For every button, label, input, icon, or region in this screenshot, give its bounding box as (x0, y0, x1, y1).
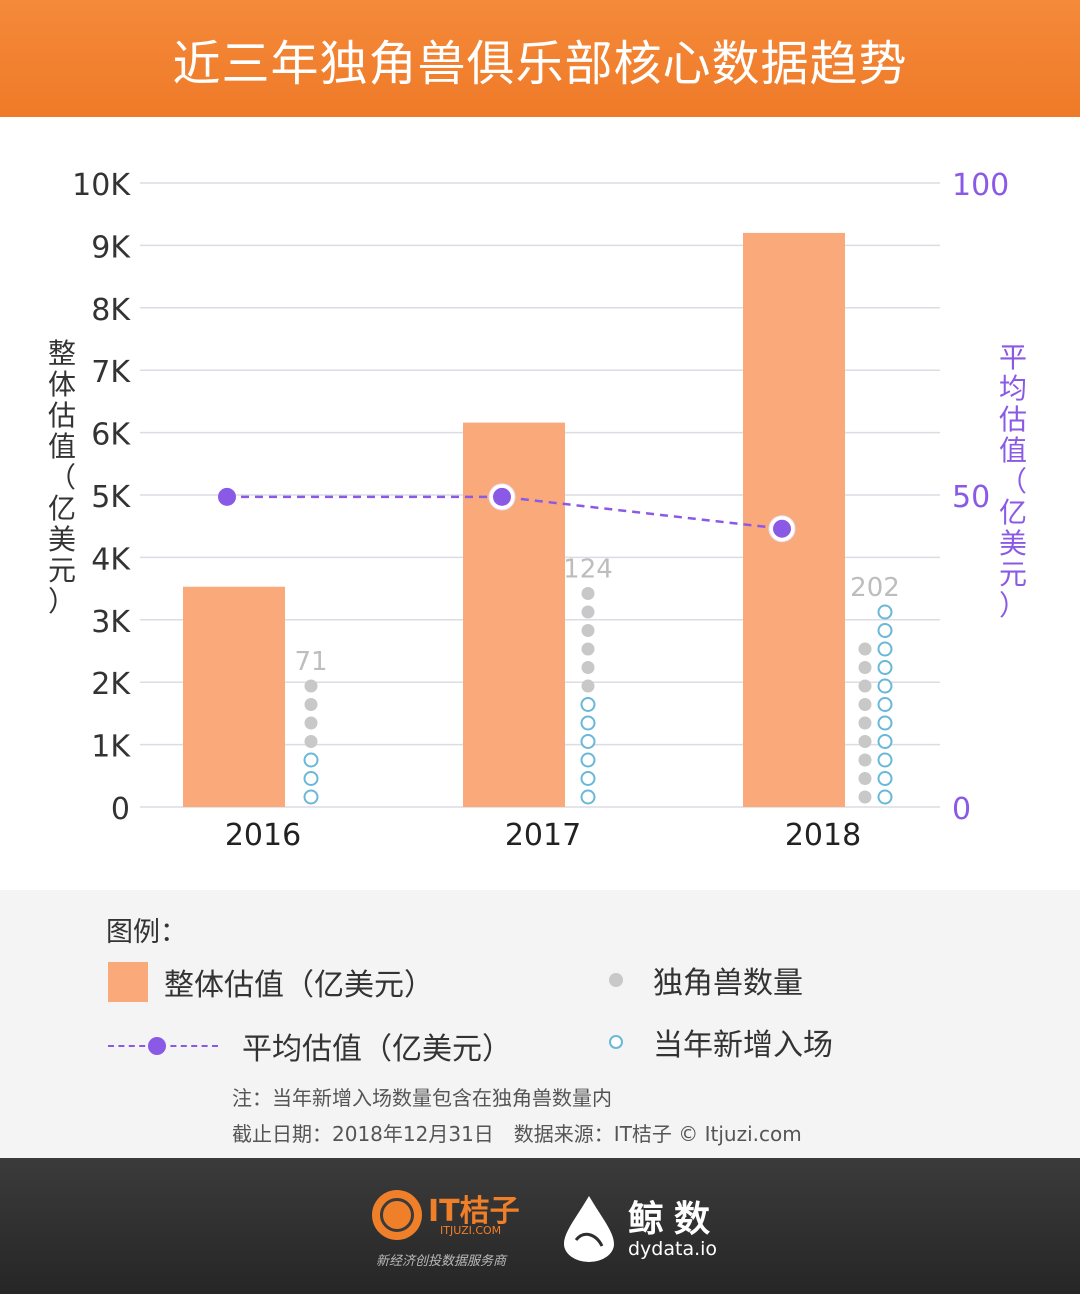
new-entrant-dot (877, 623, 893, 638)
legend-label-unicorn: 独角兽数量 (653, 966, 803, 1001)
legend-item-unicorn: 独角兽数量 (609, 958, 803, 1002)
new-entrant-dot (580, 697, 596, 712)
avg-point-2017 (493, 487, 511, 506)
new-entrant-dot (877, 660, 893, 675)
bar-2016 (183, 586, 285, 807)
new-entrant-dot (580, 789, 596, 805)
x-tick-label: 2017 (505, 818, 581, 853)
new-entrant-dot (877, 604, 893, 620)
orange-icon (372, 1190, 422, 1240)
unicorn-dot (858, 735, 872, 748)
new-entrant-dot (580, 752, 596, 768)
new-entrant-dot (877, 641, 893, 657)
bar-2017 (463, 422, 565, 807)
unicorn-dot (581, 679, 595, 693)
left-tick-label: 8K (91, 293, 131, 328)
itjuzi-logo: IT桔子 ITJUZI.COM 新经济创投数据服务商 (372, 1186, 522, 1276)
unicorn-dot (304, 698, 318, 711)
footer-bar: IT桔子 ITJUZI.COM 新经济创投数据服务商 鲸数 dydata.io (0, 1158, 1080, 1294)
dydata-logo: 鲸数 dydata.io (562, 1186, 732, 1276)
new-entrant-dot (303, 789, 319, 805)
bar-2018 (743, 232, 845, 808)
left-tick-label: 6K (91, 418, 131, 453)
unicorn-dot (858, 698, 872, 711)
right-tick-label: 50 (952, 480, 990, 515)
right-axis-title: 平均估值（亿美元） (999, 341, 1027, 622)
x-tick-label: 2016 (225, 818, 301, 853)
left-tick-label: 0 (111, 792, 130, 827)
unicorn-dot (858, 661, 872, 674)
legend-panel: 图例： 整体估值（亿美元） 平均估值（亿美元） 独角兽数量 当年新增入场 注：当… (0, 890, 1080, 1158)
left-axis-title: 整体估值（亿美元） (48, 337, 76, 618)
left-tick-label: 2K (91, 667, 131, 702)
new-entrant-dot (877, 697, 893, 712)
unicorn-dot (304, 735, 318, 748)
unicorn-dot (858, 753, 872, 767)
legend-item-line: 平均估值（亿美元） (108, 1024, 512, 1068)
line-swatch (108, 1034, 218, 1058)
unicorn-dot (858, 679, 872, 693)
left-tick-label: 3K (91, 605, 131, 640)
bar-swatch (108, 962, 148, 1002)
unicorn-dot (581, 642, 595, 656)
droplet-icon (564, 1196, 614, 1262)
avg-point-2018 (773, 519, 791, 538)
itjuzi-slogan: 新经济创投数据服务商 (376, 1254, 507, 1269)
unicorn-dot (858, 772, 872, 785)
grey-dot-swatch (609, 973, 623, 987)
new-entrant-dot (877, 734, 893, 749)
new-entrant-dot (877, 752, 893, 768)
right-tick-label: 100 (952, 168, 1009, 203)
x-tick-label: 2018 (785, 818, 861, 853)
unicorn-dot (858, 642, 872, 656)
new-entrant-dot (877, 789, 893, 805)
new-entrant-dot (580, 715, 596, 731)
legend-item-new: 当年新增入场 (609, 1020, 833, 1064)
left-tick-label: 7K (91, 355, 131, 390)
new-entrant-dot (877, 715, 893, 731)
legend-label-bar: 整体估值（亿美元） (164, 968, 434, 1003)
unicorn-dot (304, 716, 318, 730)
new-entrant-dot (303, 752, 319, 768)
left-tick-label: 4K (91, 542, 131, 577)
avg-valuation-line (227, 495, 783, 530)
unicorn-count-label: 71 (294, 647, 327, 677)
legend-item-bar: 整体估值（亿美元） (108, 960, 434, 1004)
legend-label-new: 当年新增入场 (653, 1028, 833, 1063)
note-text: 注：当年新增入场数量包含在独角兽数量内 (232, 1086, 612, 1110)
unicorn-dot (581, 661, 595, 674)
blue-dot-swatch (609, 1035, 623, 1049)
chart-area: 0 1K 2K 3K 4K 5K 6K 7K 8K 9K 10K 0 50 100 整体估值（亿美元） 平均估… (0, 117, 1080, 890)
left-tick-label: 5K (91, 480, 131, 515)
unicorn-dot (304, 679, 318, 693)
unicorn-count-label: 202 (850, 573, 900, 603)
left-tick-label: 9K (91, 230, 131, 265)
source-text: 截止日期：2018年12月31日 数据来源：IT桔子 © Itjuzi.com (232, 1122, 802, 1146)
page-title: 近三年独角兽俱乐部核心数据趋势 (172, 35, 908, 92)
unicorn-dot (858, 716, 872, 730)
left-tick-label: 1K (91, 730, 131, 765)
dydata-logo-name: 鲸数 (628, 1199, 721, 1240)
header-banner: 近三年独角兽俱乐部核心数据趋势 (0, 0, 1080, 117)
dydata-logo-sub: dydata.io (628, 1238, 718, 1260)
new-entrant-dot (580, 734, 596, 749)
new-entrant-dot (877, 678, 893, 694)
legend-label-line: 平均估值（亿美元） (242, 1032, 512, 1067)
unicorn-dot (581, 624, 595, 637)
right-tick-label: 0 (952, 792, 971, 827)
avg-point-2016 (218, 487, 236, 506)
unicorn-dot (581, 587, 595, 600)
unicorn-count-label: 124 (563, 555, 613, 585)
itjuzi-logo-sub: ITJUZI.COM (440, 1224, 502, 1237)
left-tick-label: 10K (72, 168, 131, 203)
unicorn-dot (858, 790, 872, 804)
new-entrant-dot (877, 771, 893, 786)
itjuzi-logo-name: IT桔子 (428, 1194, 520, 1229)
new-entrant-dot (303, 771, 319, 786)
combo-chart: 0 1K 2K 3K 4K 5K 6K 7K 8K 9K 10K 0 50 100 整体估值（亿美元） 平均估… (48, 168, 1027, 853)
legend-title: 图例： (106, 917, 187, 948)
unicorn-dot (581, 605, 595, 619)
new-entrant-dot (580, 771, 596, 786)
